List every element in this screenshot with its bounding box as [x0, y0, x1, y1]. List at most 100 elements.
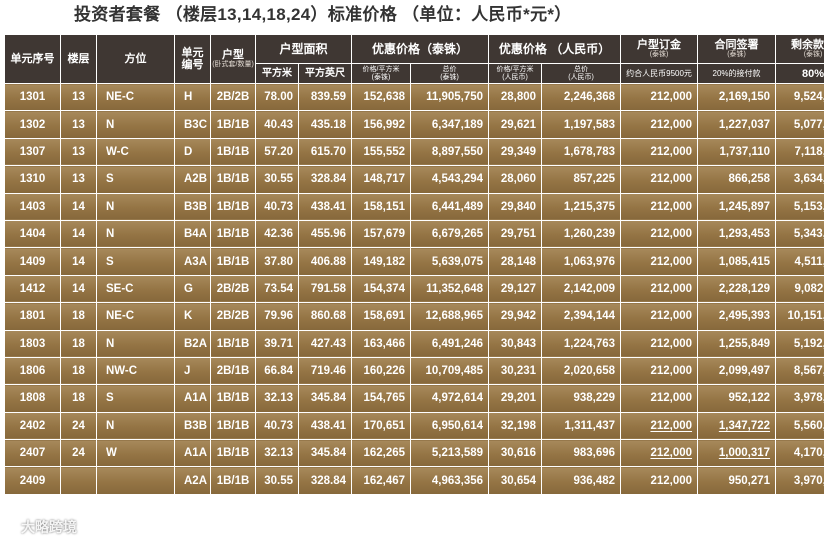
cell-rmb-total: 1,063,976 [541, 247, 622, 276]
cell-rmb-total: 2,020,658 [541, 356, 622, 386]
table-row: 1801 18 NE-C K 2B/2B 79.96 860.68 158,691 12,688… [4, 302, 824, 331]
cell-sqm: 30.55 [255, 466, 299, 495]
cell-rmb-sqm: 28,800 [488, 82, 543, 112]
cell-type: 1B/1B [210, 329, 256, 358]
cell-remaining: 5,343,412 [775, 219, 824, 249]
cell-sqm: 73.54 [255, 274, 299, 304]
cell-type: 1B/1B [210, 110, 256, 139]
price-table: 单元序号 楼层 方位 单元 编号 户型 (卧式套/数量) 户型面积 优惠价格（泰… [4, 34, 824, 495]
cell-rmb-total: 1,311,437 [541, 411, 622, 441]
cell-unit: 1801 [4, 302, 61, 331]
cell-deposit: 212,000 [620, 137, 699, 167]
cell-rmb-sqm: 32,198 [488, 411, 543, 441]
cell-sqft: 435.18 [297, 110, 353, 139]
cell-rmb-total: 2,394,144 [541, 302, 622, 331]
cell-contract: 1,737,110 [697, 137, 777, 167]
col-rmb-per-sqm-line2: (人民币) [502, 73, 528, 81]
cell-thb-total: 6,679,265 [410, 219, 490, 249]
cell-dir: SE-C [96, 274, 175, 304]
cell-contract: 1,085,415 [697, 247, 777, 276]
cell-floor: 18 [60, 356, 97, 386]
cell-floor: 14 [60, 192, 97, 221]
cell-sqm: 32.13 [255, 384, 299, 413]
cell-rmb-sqm: 30,654 [488, 466, 543, 495]
cell-contract: 1,245,897 [697, 192, 777, 221]
cell-type: 1B/1B [210, 439, 256, 468]
cell-remaining: 7,118,040 [775, 137, 824, 167]
watermark: 大略跨境 [4, 517, 77, 537]
cell-floor: 13 [60, 165, 97, 194]
cell-rmb-sqm: 29,621 [488, 110, 543, 139]
cell-rmb-total: 1,224,763 [541, 329, 622, 358]
col-contract-sub: (泰铢) [727, 51, 746, 58]
cell-dir: S [96, 384, 175, 413]
cell-deposit: 212,000 [620, 274, 699, 304]
cell-type: 1B/1B [210, 137, 256, 167]
col-deposit-note: 约合人民币9500元 [620, 63, 699, 84]
cell-sqm: 40.73 [255, 192, 299, 221]
col-deposit-sub: (泰铢) [649, 51, 669, 58]
cell-sqft: 345.84 [297, 439, 353, 468]
cell-rmb-sqm: 28,148 [488, 247, 543, 276]
cell-rmb-total: 1,678,783 [541, 137, 622, 167]
col-type-sub: (卧式套/数量) [212, 61, 254, 68]
cell-code: A3A [174, 247, 211, 276]
col-sqm: 平方米 [255, 63, 299, 84]
cell-thb-sqm: 148,717 [351, 165, 412, 194]
cell-code: D [174, 137, 211, 167]
cell-thb-sqm: 154,374 [351, 274, 412, 304]
cell-sqft: 438.41 [297, 192, 353, 221]
cell-thb-total: 6,441,489 [410, 192, 490, 221]
cell-floor: 24 [60, 411, 97, 441]
cell-sqm: 37.80 [255, 247, 299, 276]
cell-thb-sqm: 162,467 [351, 466, 412, 495]
cell-code: B4A [174, 219, 211, 249]
cell-floor: 18 [60, 302, 97, 331]
table-row: 1404 14 N B4A 1B/1B 42.36 455.96 157,679 6,679,2… [4, 219, 824, 249]
cell-deposit: 212,000 [620, 466, 699, 495]
cell-type: 2B/2B [210, 274, 256, 304]
cell-rmb-total: 2,246,368 [541, 82, 622, 112]
cell-rmb-sqm: 28,060 [488, 165, 543, 194]
cell-rmb-sqm: 29,349 [488, 137, 543, 167]
cell-contract: 952,122 [697, 384, 777, 413]
cell-dir: W-C [96, 137, 175, 167]
cell-unit: 1803 [4, 329, 61, 358]
cell-dir: S [96, 247, 175, 276]
cell-unit: 1301 [4, 82, 61, 112]
col-thb-total: 总价 (泰铢) [410, 63, 490, 84]
cell-thb-sqm: 157,679 [351, 219, 412, 249]
cell-contract: 2,228,129 [697, 274, 777, 304]
cell-rmb-total: 1,197,583 [541, 110, 622, 139]
cell-deposit: 212,000 [620, 82, 699, 112]
col-unit-code-line2: 编号 [181, 59, 204, 71]
cell-contract: 866,258 [697, 165, 777, 194]
col-thb-per-sqm-line1: 价格/平方米 [362, 65, 400, 73]
cell-contract: 1,000,317 [697, 439, 777, 468]
cell-deposit: 212,000 [620, 219, 699, 249]
col-unit-no: 单元序号 [4, 34, 61, 84]
cell-code: A2B [174, 165, 211, 194]
cell-contract: 1,347,722 [697, 411, 777, 441]
cell-dir: W [96, 439, 175, 468]
cell-thb-total: 10,709,485 [410, 356, 490, 386]
cell-sqft: 615.70 [297, 137, 353, 167]
cell-type: 2B/2B [210, 82, 256, 112]
cell-type: 1B/1B [210, 466, 256, 495]
cell-dir: S [96, 165, 175, 194]
col-type-label: 户型 [222, 49, 244, 61]
cell-thb-total: 4,972,614 [410, 384, 490, 413]
cell-code: A2A [174, 466, 211, 495]
col-floor: 楼层 [60, 34, 97, 84]
cell-thb-sqm: 156,992 [351, 110, 412, 139]
col-rmb-per-sqm: 价格/平方米 (人民币) [488, 63, 543, 84]
col-area-group: 户型面积 [254, 34, 353, 64]
col-rmb-total-line1: 总价 [574, 65, 589, 73]
cell-floor [60, 466, 97, 495]
cell-remaining: 5,153,191 [775, 192, 824, 221]
cell-sqm: 30.55 [255, 165, 299, 194]
cell-code: B3B [174, 411, 211, 441]
col-remaining-sub: (泰铢) [803, 51, 823, 58]
cell-sqft: 791.58 [297, 274, 353, 304]
cell-type: 1B/1B [210, 219, 256, 249]
